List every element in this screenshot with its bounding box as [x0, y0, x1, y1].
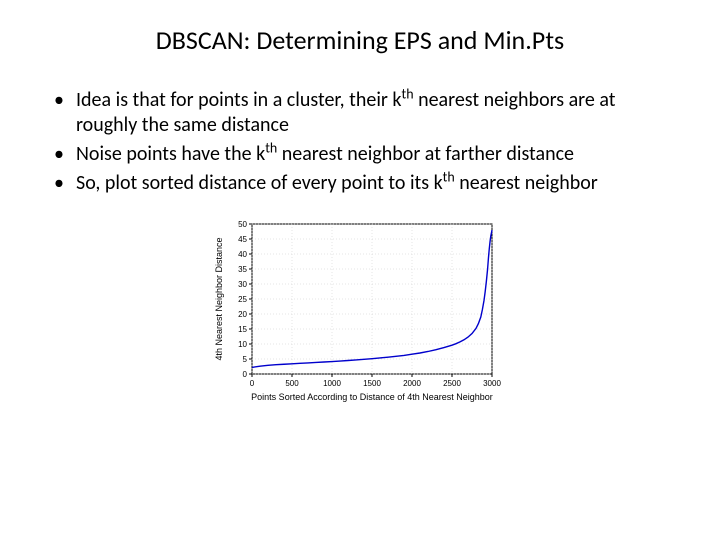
svg-text:50: 50: [238, 220, 247, 229]
svg-text:3000: 3000: [483, 379, 501, 388]
bullet-item: So, plot sorted distance of every point …: [50, 171, 670, 196]
svg-text:20: 20: [238, 310, 247, 319]
svg-text:10: 10: [238, 340, 247, 349]
svg-text:45: 45: [238, 235, 247, 244]
bullet-list: Idea is that for points in a cluster, th…: [50, 88, 670, 196]
svg-text:5: 5: [243, 355, 248, 364]
svg-text:0: 0: [250, 379, 255, 388]
svg-text:1000: 1000: [323, 379, 341, 388]
svg-text:0: 0: [243, 370, 248, 379]
svg-text:4th Nearest Neighbor Distance: 4th Nearest Neighbor Distance: [214, 237, 224, 360]
svg-text:30: 30: [238, 280, 247, 289]
svg-text:1500: 1500: [363, 379, 381, 388]
svg-text:2500: 2500: [443, 379, 461, 388]
kdist-chart: 0510152025303540455005001000150020002500…: [210, 214, 510, 404]
svg-text:2000: 2000: [403, 379, 421, 388]
svg-text:40: 40: [238, 250, 247, 259]
svg-text:500: 500: [285, 379, 299, 388]
bullet-item: Noise points have the kth nearest neighb…: [50, 142, 670, 167]
svg-text:Points Sorted According to Dis: Points Sorted According to Distance of 4…: [251, 392, 493, 402]
slide-title: DBSCAN: Determining EPS and Min.Pts: [40, 24, 680, 56]
bullet-item: Idea is that for points in a cluster, th…: [50, 88, 670, 138]
svg-text:15: 15: [238, 325, 247, 334]
svg-text:35: 35: [238, 265, 247, 274]
svg-text:25: 25: [238, 295, 247, 304]
